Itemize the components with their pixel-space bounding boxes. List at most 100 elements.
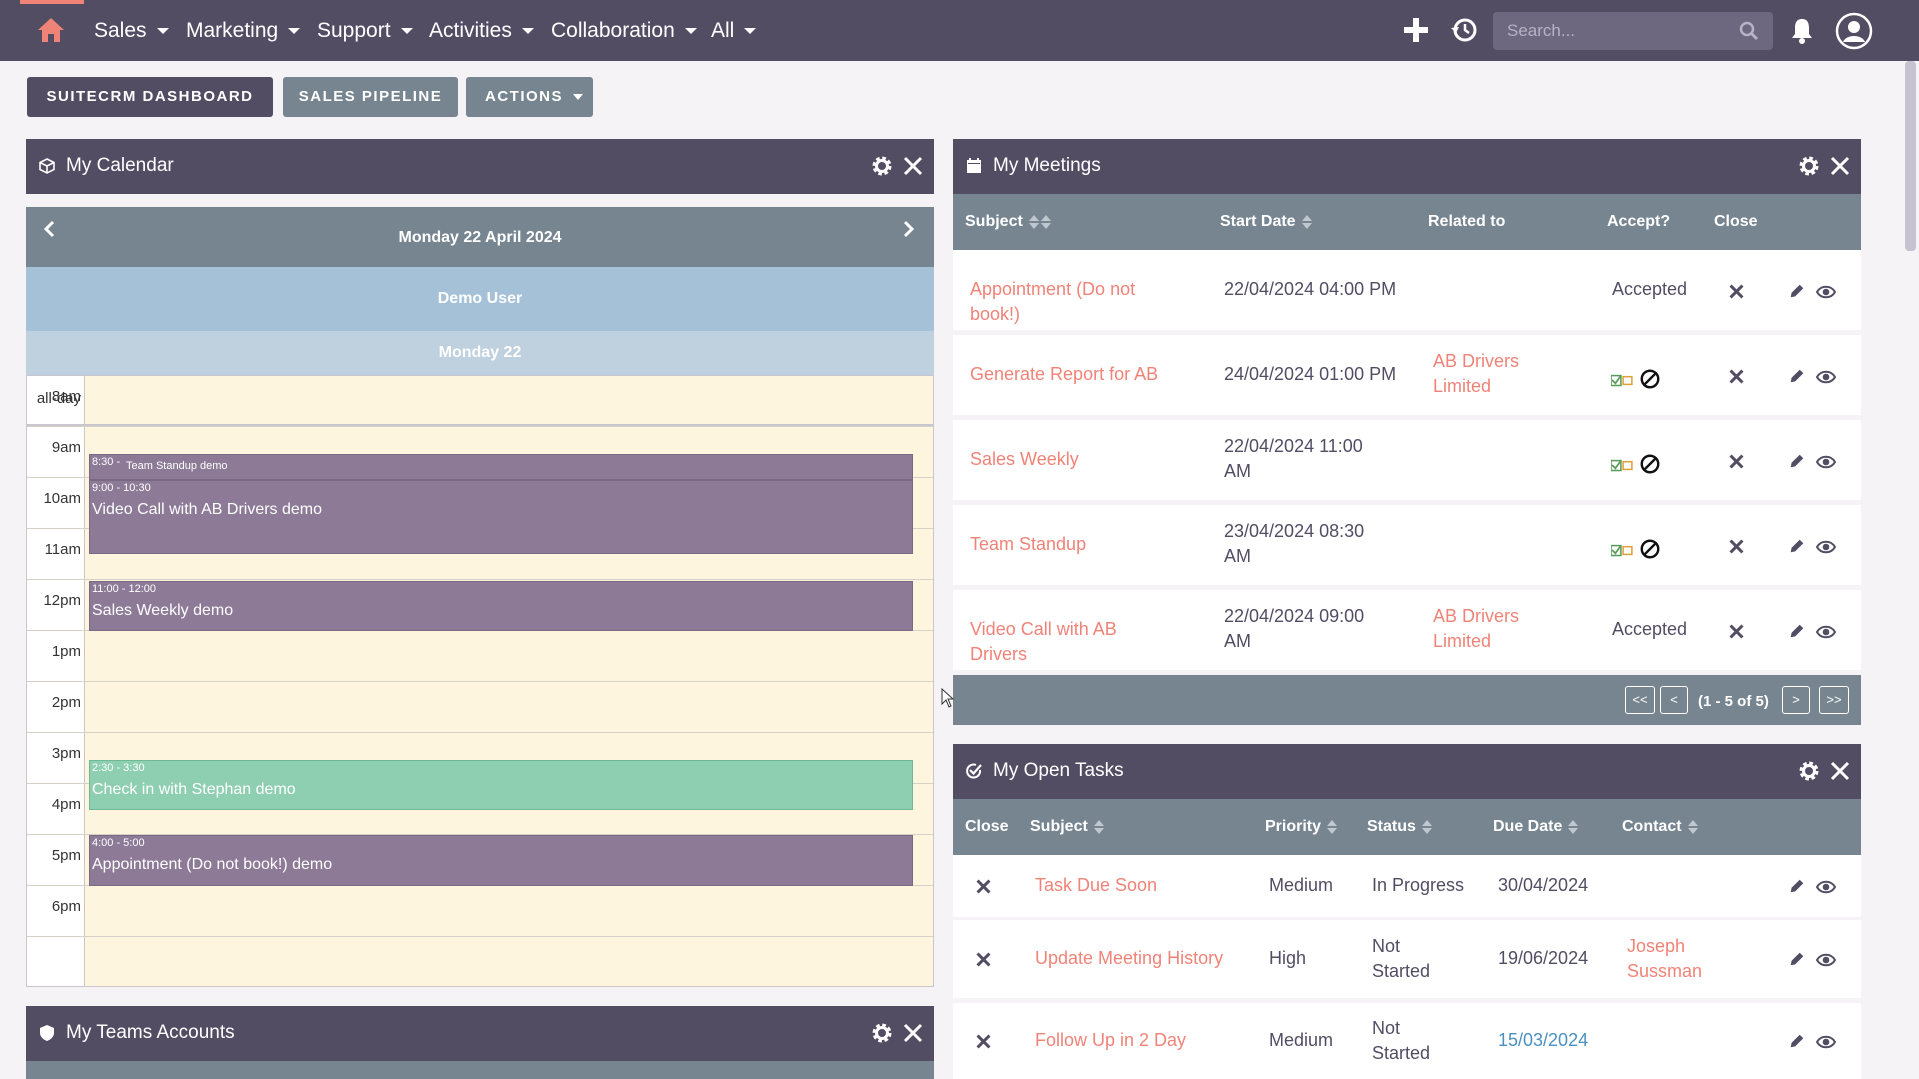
calendar-event[interactable]: 2:30 - 3:30 Check in with Stephan demo (89, 760, 913, 810)
bell-icon[interactable] (1786, 14, 1818, 46)
meeting-related-link[interactable]: AB Drivers Limited (1433, 606, 1520, 651)
meeting-subject-link[interactable]: Sales Weekly (970, 449, 1079, 469)
search-box[interactable] (1493, 12, 1773, 50)
teams-accounts-table-header (26, 1061, 934, 1079)
view-eye-icon[interactable] (1815, 622, 1837, 642)
next-page-button[interactable]: > (1782, 686, 1810, 714)
accept-options-icon[interactable] (1611, 369, 1633, 391)
gear-icon[interactable] (1797, 154, 1821, 178)
last-page-button[interactable]: >> (1819, 686, 1849, 714)
edit-pencil-icon[interactable] (1788, 950, 1806, 968)
sort-icon[interactable] (1301, 214, 1312, 229)
decline-icon[interactable] (1639, 538, 1661, 560)
sales-pipeline-button[interactable]: SALES PIPELINE (283, 77, 458, 117)
task-subject-link[interactable]: Task Due Soon (1035, 875, 1158, 895)
decline-icon[interactable] (1639, 453, 1661, 475)
menu-all[interactable]: All (711, 0, 757, 61)
view-eye-icon[interactable] (1815, 877, 1837, 897)
sort-icon[interactable] (1093, 819, 1104, 834)
actions-dropdown-button[interactable]: ACTIONS (466, 77, 593, 117)
close-task-icon[interactable] (975, 878, 992, 895)
scrollbar-thumb[interactable] (1905, 61, 1916, 251)
sort-icon[interactable] (1028, 214, 1039, 229)
pagination-count: (1 - 5 of 5) (1698, 693, 1769, 710)
edit-pencil-icon[interactable] (1788, 452, 1806, 470)
home-icon[interactable] (36, 16, 66, 44)
search-icon[interactable] (1739, 21, 1759, 41)
edit-pencil-icon[interactable] (1788, 1032, 1806, 1050)
chevron-left-icon[interactable] (40, 219, 60, 239)
sort-icon[interactable] (1040, 214, 1051, 229)
close-meeting-icon[interactable] (1728, 538, 1745, 555)
edit-pencil-icon[interactable] (1788, 537, 1806, 555)
calendar-event[interactable]: 4:00 - 5:00 Appointment (Do not book!) de… (89, 835, 913, 886)
event-time: 4:00 - 5:00 (92, 837, 145, 849)
all-day-row[interactable] (27, 376, 933, 426)
close-icon[interactable] (902, 155, 924, 177)
meeting-subject-link[interactable]: Appointment (Do not book!) (970, 279, 1136, 324)
view-eye-icon[interactable] (1815, 537, 1837, 557)
history-icon[interactable] (1448, 14, 1480, 46)
accept-options-icon[interactable] (1611, 454, 1633, 476)
prev-page-button[interactable]: < (1660, 686, 1688, 714)
task-subject-link[interactable]: Follow Up in 2 Day (1035, 1030, 1187, 1050)
menu-collaboration[interactable]: Collaboration (551, 0, 697, 61)
meeting-related-link[interactable]: AB Drivers Limited (1433, 351, 1520, 396)
meeting-subject-link[interactable]: Video Call with AB Drivers (970, 619, 1117, 664)
suitecrm-dashboard-button[interactable]: SUITECRM DASHBOARD (27, 77, 273, 117)
col-priority[interactable]: Priority (1265, 818, 1338, 836)
col-subject[interactable]: Subject (1030, 818, 1104, 836)
sort-icon[interactable] (1421, 819, 1432, 834)
first-page-button[interactable]: << (1625, 686, 1655, 714)
plus-icon[interactable] (1400, 14, 1432, 46)
edit-pencil-icon[interactable] (1788, 622, 1806, 640)
page-scrollbar[interactable] (1902, 61, 1919, 1079)
view-eye-icon[interactable] (1815, 367, 1837, 387)
close-meeting-icon[interactable] (1728, 453, 1745, 470)
menu-activities[interactable]: Activities (429, 0, 534, 61)
gear-icon[interactable] (870, 1021, 894, 1045)
gear-icon[interactable] (870, 154, 894, 178)
sort-icon[interactable] (1687, 819, 1698, 834)
menu-marketing[interactable]: Marketing (186, 0, 301, 61)
calendar-grid[interactable]: all-day 8am 9am 10am 11am 12pm 1pm 2pm 3pm 4pm 5p… (26, 375, 934, 987)
edit-pencil-icon[interactable] (1788, 367, 1806, 385)
menu-support[interactable]: Support (317, 0, 413, 61)
meeting-start-date: 22/04/2024 09:00 AM (1224, 606, 1365, 651)
meeting-subject-link[interactable]: Team Standup (970, 534, 1087, 554)
sort-icon[interactable] (1568, 819, 1579, 834)
close-icon[interactable] (1829, 155, 1851, 177)
close-task-icon[interactable] (975, 951, 992, 968)
view-eye-icon[interactable] (1815, 452, 1837, 472)
edit-pencil-icon[interactable] (1788, 282, 1806, 300)
view-eye-icon[interactable] (1815, 1032, 1837, 1052)
close-task-icon[interactable] (975, 1033, 992, 1050)
gear-icon[interactable] (1797, 759, 1821, 783)
col-start-date[interactable]: Start Date (1220, 213, 1312, 231)
calendar-event[interactable]: 11:00 - 12:00 Sales Weekly demo (89, 581, 913, 631)
user-avatar-icon[interactable] (1835, 12, 1873, 50)
meeting-subject-link[interactable]: Generate Report for AB (970, 364, 1159, 384)
col-contact[interactable]: Contact (1622, 818, 1698, 836)
menu-sales[interactable]: Sales (94, 0, 169, 61)
close-meeting-icon[interactable] (1728, 283, 1745, 300)
close-icon[interactable] (1829, 760, 1851, 782)
edit-pencil-icon[interactable] (1788, 877, 1806, 895)
col-status[interactable]: Status (1367, 818, 1432, 836)
sort-icon[interactable] (1327, 819, 1338, 834)
calendar-event[interactable]: 9:00 - 10:30 Video Call with AB Drivers d… (89, 480, 913, 554)
chevron-right-icon[interactable] (898, 219, 918, 239)
search-input[interactable] (1507, 20, 1727, 42)
col-due-date[interactable]: Due Date (1493, 818, 1579, 836)
decline-icon[interactable] (1639, 368, 1661, 390)
close-icon[interactable] (902, 1022, 924, 1044)
task-contact-link[interactable]: Joseph Sussman (1627, 936, 1703, 981)
task-subject-link[interactable]: Update Meeting History (1035, 948, 1224, 968)
col-subject[interactable]: Subject (965, 213, 1051, 231)
close-meeting-icon[interactable] (1728, 368, 1745, 385)
close-meeting-icon[interactable] (1728, 623, 1745, 640)
calendar-event[interactable]: 8:30 - Team Standup demo (89, 454, 913, 480)
view-eye-icon[interactable] (1815, 282, 1837, 302)
view-eye-icon[interactable] (1815, 950, 1837, 970)
accept-options-icon[interactable] (1611, 539, 1633, 561)
